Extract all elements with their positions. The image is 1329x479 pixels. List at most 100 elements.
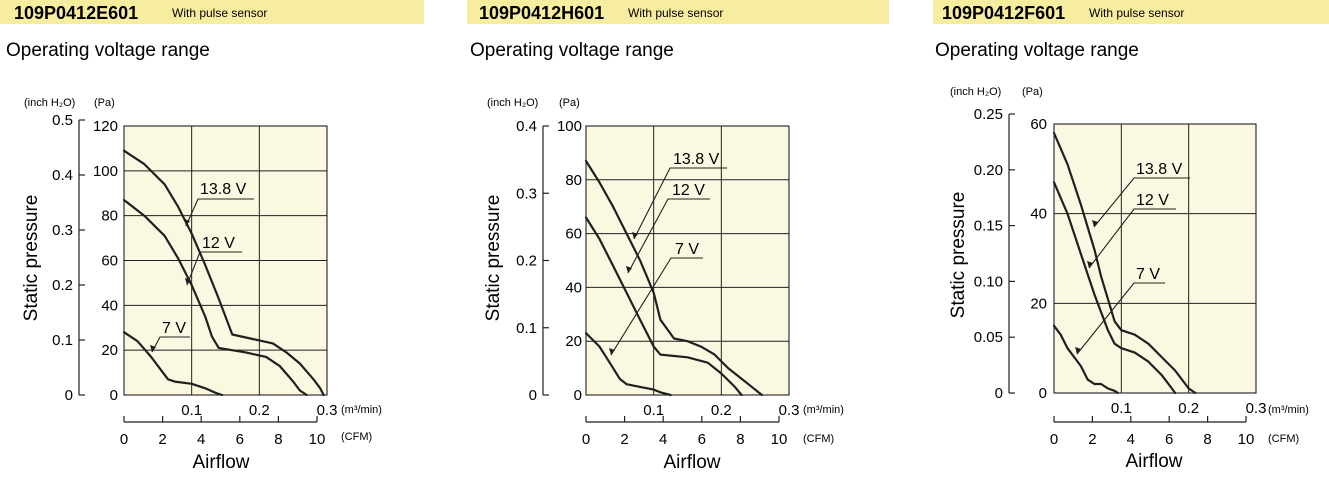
series-label: 12 V [1136,192,1169,209]
x-tick-label-cfm: 8 [736,431,744,448]
y-tick-label-pa: 100 [557,118,582,135]
chart-panel-3: 109P0412F601 With pulse sensor Operating… [933,0,1329,472]
series-label: 13.8 V [673,151,720,168]
leader-arrowhead [1075,347,1081,354]
plot-background [1054,124,1256,393]
y-tick-label-inch: 0.25 [974,106,1003,123]
y-tick-label-inch: 0.1 [516,320,537,337]
x-tick-label-cfm: 4 [659,431,667,448]
x-tick-label: 0.3 [1246,400,1267,417]
x-tick-label-cfm: 2 [1088,431,1096,448]
x-tick-label-cfm: 6 [236,431,244,448]
x-tick-label-cfm: 2 [158,431,166,448]
leader-arrowhead [184,219,190,226]
series-label: 12 V [202,235,235,252]
section-title: Operating voltage range [6,40,210,61]
model-number: 109P0412E601 [14,3,138,23]
y-tick-label-inch: 0 [995,385,1003,402]
plot-area: 0 20 40 60 80 100 0 0.1 0.2 0.3 0.4 0.1 0.2 0.3 0 2 4 6 8 1… [516,118,799,448]
model-number: 109P0412F601 [942,3,1065,23]
series-label: 13.8 V [1136,161,1183,178]
model-header-bar [933,0,1329,24]
series-line [584,159,763,397]
y-unit-pa: (Pa) [94,97,115,109]
series-line [122,331,224,397]
y-tick-label-pa: 100 [93,163,118,180]
chart-panel-1: 109P0412E601 With pulse sensor Operating… [0,0,424,473]
plot-area: 0 20 40 60 0 0.05 0.10 0.15 0.20 0.25 0.1 0.2 0.3 0 2 4… [974,106,1267,448]
y-unit-pa: (Pa) [559,97,580,109]
x-axis-label: Airflow [192,452,249,473]
leader-arrowhead [609,348,615,355]
model-header-bar [467,0,889,24]
y-tick-label-pa: 0 [110,387,118,404]
x-unit-cfm: (CFM) [1268,433,1299,445]
y-unit-inch: (inch H₂O) [24,97,75,109]
model-note: With pulse sensor [628,6,723,20]
x-tick-label: 0.2 [249,402,270,419]
x-tick-label-cfm: 2 [620,431,628,448]
series-line [122,198,308,397]
series-label: 7 V [675,241,699,258]
x-unit-cfm: (CFM) [803,433,834,445]
x-tick-label: 0.1 [181,402,202,419]
x-tick-label-cfm: 4 [1127,431,1135,448]
y-tick-label-pa: 20 [565,333,582,350]
y-tick-label-inch: 0.3 [52,222,73,239]
y-axis-label: Static pressure [483,195,504,322]
leader-line [627,198,710,274]
leader-line [1093,177,1190,228]
series-line [122,149,325,397]
plot-frame [585,125,790,396]
x-tick-label-cfm: 10 [1238,431,1255,448]
x-tick-label-cfm: 10 [771,431,788,448]
y-tick-label-inch: 0.05 [974,329,1003,346]
y-tick-label-pa: 80 [565,172,582,189]
leader-line [1088,208,1176,269]
y-tick-label-inch: 0.4 [516,118,537,135]
x-tick-label-cfm: 0 [1050,431,1058,448]
series-label: 7 V [162,320,186,337]
y-tick-label-inch: 0 [529,387,537,404]
x-tick-label-cfm: 10 [309,431,326,448]
x-tick-label: 0.2 [711,402,732,419]
x-unit-m3: (m³/min) [341,404,382,416]
series-line [1052,324,1120,395]
y-tick-label-pa: 0 [574,387,582,404]
leader-arrowhead [185,278,191,285]
y-tick-label-pa: 80 [101,208,118,225]
leader-line [186,251,242,286]
series-label: 13.8 V [200,181,247,198]
x-tick-label-cfm: 0 [582,431,590,448]
y-tick-label-inch: 0.2 [516,253,537,270]
y-tick-label-inch: 0.1 [52,332,73,349]
x-tick-label: 0.1 [643,402,664,419]
leader-arrowhead [150,345,156,352]
x-unit-cfm: (CFM) [341,431,372,443]
leader-arrowhead [632,232,638,239]
model-number: 109P0412H601 [479,3,604,23]
leader-line [185,198,254,227]
x-tick-label-cfm: 8 [274,431,282,448]
y-tick-label-pa: 20 [101,342,118,359]
y-tick-label-pa: 60 [101,253,118,270]
x-tick-label: 0.1 [1111,400,1132,417]
leader-arrowhead [1092,220,1098,227]
y-axis-label: Static pressure [948,192,969,319]
x-unit-m3: (m³/min) [1268,404,1309,416]
y-tick-label-pa: 120 [93,118,118,135]
x-axis-label: Airflow [1125,451,1182,472]
y-unit-inch: (inch H₂O) [950,86,1001,98]
y-tick-label-inch: 0.3 [516,185,537,202]
y-tick-label-pa: 0 [1039,385,1047,402]
y-axis-label: Static pressure [21,195,42,322]
leader-arrowhead [1087,261,1093,268]
y-tick-label-inch: 0.5 [52,112,73,129]
model-note: With pulse sensor [172,6,267,20]
leader-line [610,257,703,356]
x-tick-label: 0.3 [317,402,338,419]
y-tick-label-pa: 40 [101,297,118,314]
series-line [1052,181,1177,395]
